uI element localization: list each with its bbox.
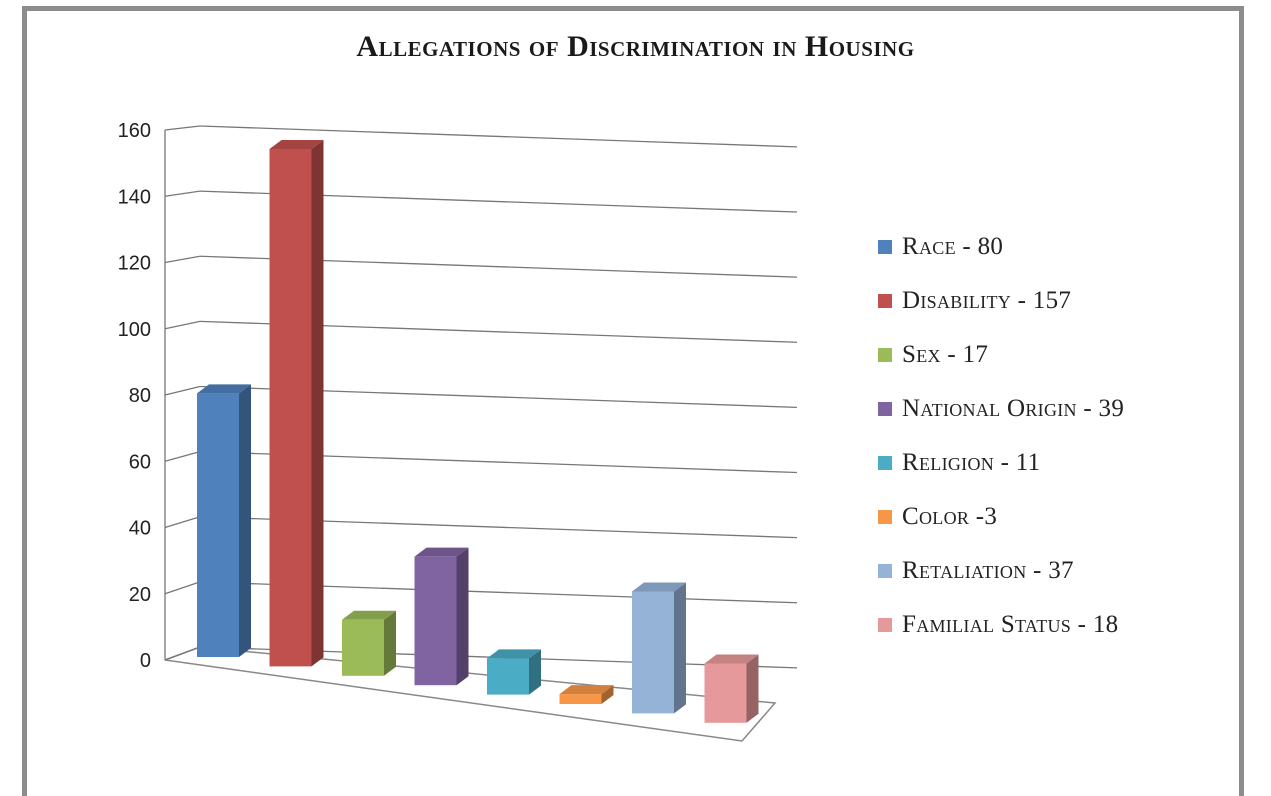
- bar-top: [414, 547, 469, 557]
- legend-item: National Origin - 39: [878, 382, 1124, 436]
- legend-item: Religion - 11: [878, 436, 1124, 490]
- gridline-side: [164, 646, 201, 661]
- legend-item: Color -3: [878, 490, 1124, 544]
- bar-side: [311, 139, 324, 667]
- bar: [632, 591, 674, 714]
- y-tick-label: 40: [129, 518, 151, 540]
- legend-label: Sex - 17: [902, 341, 989, 368]
- legend-swatch: [878, 240, 892, 254]
- gridline-side: [164, 385, 201, 396]
- bar-top: [632, 582, 686, 592]
- bar: [414, 556, 457, 686]
- bar-top: [704, 654, 759, 664]
- legend-item: Disability - 157: [878, 274, 1124, 328]
- bar: [559, 694, 602, 704]
- legend-item: Sex - 17: [878, 328, 1124, 382]
- gridline-side: [164, 255, 201, 264]
- y-tick-label: 140: [118, 186, 151, 208]
- legend-item: Retaliation - 37: [878, 544, 1124, 598]
- gridline: [199, 125, 798, 148]
- bar-top: [559, 685, 614, 695]
- legend-swatch: [878, 456, 892, 470]
- chart-legend: Race - 80 Disability - 157 Sex - 17 Nationa…: [878, 220, 1124, 652]
- bar: [342, 619, 384, 676]
- legend-item: Race - 80: [878, 220, 1124, 274]
- y-tick-label: 100: [118, 319, 151, 341]
- legend-label: Religion - 11: [902, 449, 1041, 476]
- legend-label: Race - 80: [902, 233, 1004, 260]
- y-tick-label: 80: [129, 385, 151, 407]
- gridline-side: [164, 450, 201, 462]
- y-tick-label: 120: [118, 253, 151, 275]
- bar-side: [239, 384, 251, 657]
- gridline-side: [164, 320, 201, 330]
- legend-label: National Origin - 39: [902, 395, 1125, 422]
- legend-swatch: [878, 294, 892, 308]
- y-tick-label: 160: [118, 120, 151, 142]
- legend-swatch: [878, 402, 892, 416]
- bar-top: [342, 610, 396, 620]
- bar-side: [746, 654, 759, 723]
- legend-label: Disability - 157: [902, 287, 1072, 314]
- legend-swatch: [878, 510, 892, 524]
- gridline-side: [164, 516, 201, 529]
- legend-label: Color -3: [902, 503, 998, 530]
- bar: [704, 663, 747, 723]
- y-tick-label: 0: [140, 650, 151, 672]
- legend-swatch: [878, 564, 892, 578]
- gridline-side: [164, 190, 201, 197]
- legend-label: Familial Status - 18: [902, 611, 1119, 638]
- bar-top: [487, 649, 541, 659]
- bar: [487, 658, 529, 695]
- legend-swatch: [878, 348, 892, 362]
- chart-title: Allegations of Discrimination in Housing: [356, 30, 915, 63]
- gridline-side: [164, 581, 201, 595]
- bar-side: [601, 685, 614, 704]
- bar-side: [674, 582, 686, 714]
- gridline-side: [164, 125, 201, 131]
- bar-side: [529, 649, 541, 695]
- chart-plot-area: 0 20 40 60 80 100 120 140 160: [118, 120, 798, 742]
- y-tick-label: 20: [129, 584, 151, 606]
- bar-top: [269, 139, 324, 149]
- bar-side: [456, 547, 469, 686]
- bar-side: [384, 610, 396, 676]
- y-tick-label: 60: [129, 451, 151, 473]
- legend-swatch: [878, 618, 892, 632]
- bar-top: [197, 384, 251, 394]
- legend-item: Familial Status - 18: [878, 598, 1124, 652]
- legend-label: Retaliation - 37: [902, 557, 1074, 584]
- bar: [269, 148, 312, 667]
- bar: [197, 393, 239, 657]
